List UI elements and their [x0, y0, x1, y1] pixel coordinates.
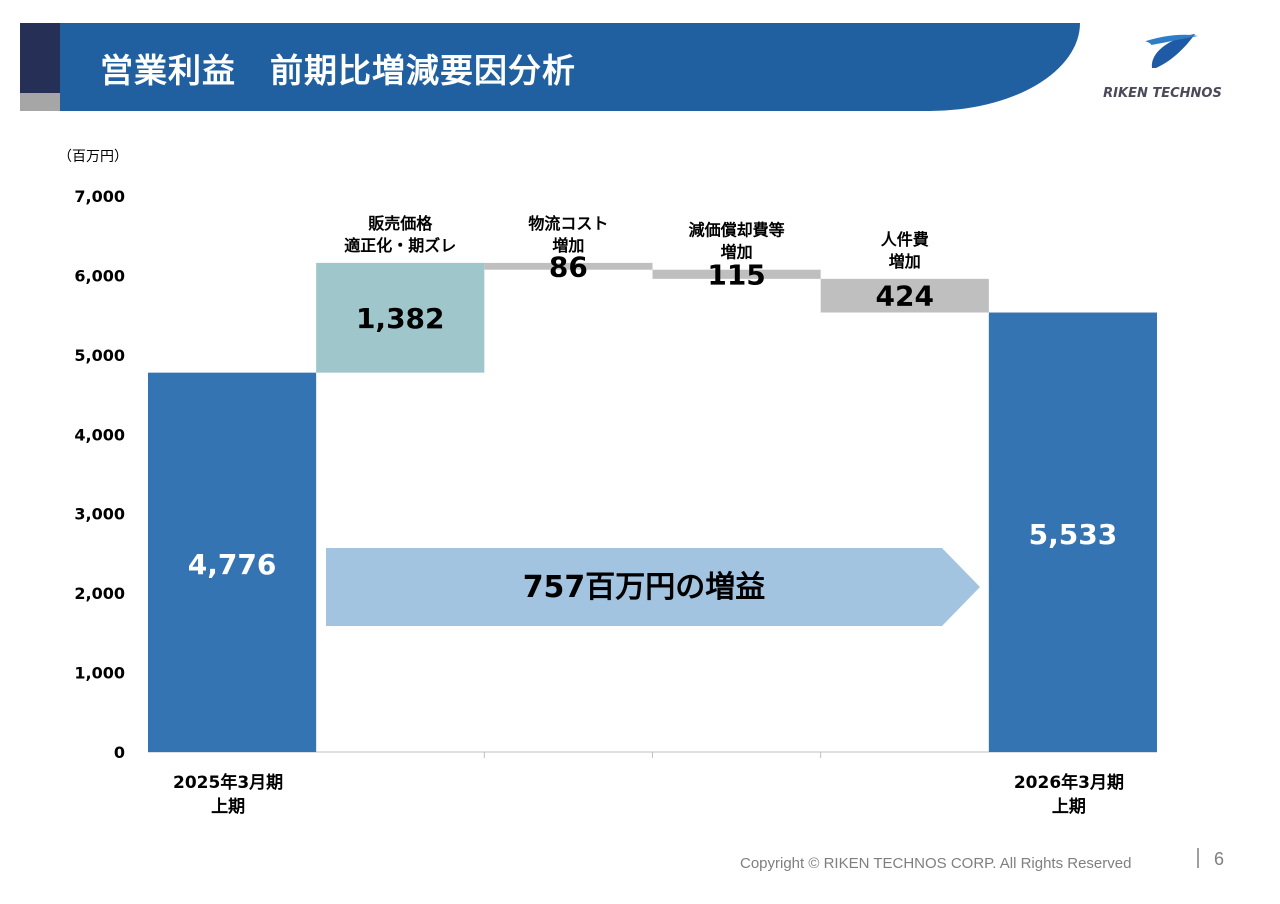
header-accent-gray: [20, 93, 60, 111]
bar-decrease: [652, 269, 821, 279]
bar-value-label: 86: [549, 250, 588, 283]
x-category-label: 上期: [211, 797, 245, 817]
bar-value-label: 1,382: [356, 302, 445, 335]
step-category-label: 適正化・期ズレ: [344, 236, 456, 255]
bar-value-label: 5,533: [1029, 518, 1118, 551]
y-tick-label: 5,000: [74, 346, 125, 365]
page-title: 営業利益 前期比増減要因分析: [100, 51, 576, 90]
y-tick-label: 0: [114, 743, 125, 762]
bar-decrease: [820, 278, 989, 313]
page-separator: [1197, 848, 1199, 868]
step-category-label: 増加: [552, 236, 584, 255]
bar-increase: [316, 262, 485, 373]
arrow-annotation: 757百万円の増益: [523, 570, 766, 605]
step-category-label: 減価償却費等: [689, 221, 785, 240]
step-category-label: 物流コスト: [528, 214, 608, 233]
page-number: 6: [1214, 849, 1225, 869]
bar-value-label: 424: [876, 280, 934, 313]
header-band: [20, 23, 1080, 111]
bar-value-label: 115: [707, 258, 765, 291]
x-category-label: 上期: [1052, 797, 1086, 817]
y-tick-label: 3,000: [74, 505, 125, 524]
increase-arrow: [326, 548, 980, 626]
step-category-label: 増加: [721, 243, 753, 262]
step-category-label: 増加: [889, 252, 921, 271]
y-tick-label: 7,000: [74, 187, 125, 206]
step-category-label: 販売価格: [368, 214, 433, 233]
y-tick-label: 1,000: [74, 664, 125, 683]
bar-total: [988, 312, 1157, 752]
x-category-label: 2026年3月期: [1014, 772, 1124, 793]
company-logo: RIKEN TECHNOS: [1090, 30, 1235, 105]
y-tick-label: 6,000: [74, 266, 125, 285]
y-tick-label: 4,000: [74, 425, 125, 444]
bar-value-label: 4,776: [188, 548, 277, 581]
x-category-label: 2025年3月期: [173, 772, 283, 793]
bar-decrease: [484, 262, 653, 270]
bar-total: [148, 372, 317, 752]
step-category-label: 人件費: [881, 230, 929, 249]
unit-label: （百万円）: [58, 149, 128, 165]
y-tick-label: 2,000: [74, 584, 125, 603]
logo-text: RIKEN TECHNOS: [1103, 86, 1222, 101]
copyright: Copyright © RIKEN TECHNOS CORP. All Righ…: [740, 855, 1132, 872]
header-accent: [20, 23, 60, 93]
logo-mark-icon: [1132, 34, 1198, 68]
